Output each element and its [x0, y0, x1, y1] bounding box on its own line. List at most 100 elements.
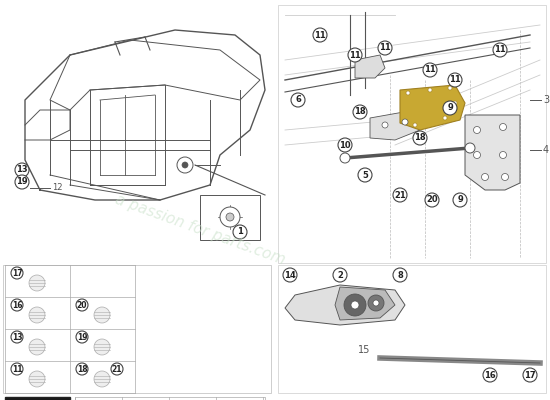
Circle shape [358, 168, 372, 182]
Circle shape [182, 162, 188, 168]
Circle shape [338, 138, 352, 152]
Circle shape [220, 207, 240, 227]
Circle shape [499, 152, 507, 158]
Circle shape [348, 48, 362, 62]
Text: 4: 4 [543, 145, 549, 155]
Text: 18: 18 [354, 108, 366, 116]
Text: 15: 15 [358, 345, 370, 355]
Circle shape [11, 299, 23, 311]
Circle shape [283, 268, 297, 282]
Text: 16: 16 [484, 370, 496, 380]
Circle shape [76, 363, 88, 375]
Text: 21: 21 [112, 364, 122, 374]
Circle shape [493, 43, 507, 57]
Circle shape [76, 299, 88, 311]
Circle shape [94, 339, 110, 355]
Circle shape [94, 371, 110, 387]
Circle shape [474, 152, 481, 158]
Circle shape [313, 28, 327, 42]
Text: 9: 9 [457, 196, 463, 204]
Circle shape [453, 101, 457, 105]
Bar [75, 397, 265, 400]
Polygon shape [400, 85, 465, 130]
Circle shape [474, 126, 481, 134]
Circle shape [29, 371, 45, 387]
Circle shape [502, 174, 509, 180]
Text: 5: 5 [362, 170, 368, 180]
Bar [200, 195, 260, 240]
Text: 19: 19 [77, 332, 87, 342]
Circle shape [111, 363, 123, 375]
Text: 9: 9 [447, 104, 453, 112]
Circle shape [373, 300, 379, 306]
Polygon shape [285, 285, 405, 325]
Text: 10: 10 [339, 140, 351, 150]
Text: 1: 1 [237, 228, 243, 236]
Text: 12: 12 [52, 184, 63, 192]
Polygon shape [355, 55, 385, 78]
Circle shape [177, 157, 193, 173]
Bar [3, 265, 271, 393]
Circle shape [11, 363, 23, 375]
Circle shape [15, 163, 29, 177]
Circle shape [291, 93, 305, 107]
Circle shape [428, 88, 432, 92]
Circle shape [393, 188, 407, 202]
Circle shape [340, 153, 350, 163]
Circle shape [413, 123, 417, 127]
Bar [278, 265, 546, 393]
Circle shape [226, 213, 234, 221]
Circle shape [481, 174, 488, 180]
Circle shape [443, 116, 447, 120]
Circle shape [15, 175, 29, 189]
Text: 8: 8 [397, 270, 403, 280]
Text: 20: 20 [426, 196, 438, 204]
Text: 11: 11 [314, 30, 326, 40]
Text: 13: 13 [16, 166, 28, 174]
Text: 16: 16 [12, 300, 22, 310]
Polygon shape [335, 287, 395, 320]
Text: 6: 6 [295, 96, 301, 104]
Bar [278, 5, 546, 263]
Text: 11: 11 [349, 50, 361, 60]
Circle shape [76, 331, 88, 343]
Circle shape [402, 119, 408, 125]
Text: 2: 2 [337, 270, 343, 280]
Text: 20: 20 [77, 300, 87, 310]
Polygon shape [370, 110, 420, 140]
Text: 18: 18 [76, 364, 87, 374]
Circle shape [483, 368, 497, 382]
Circle shape [351, 301, 359, 309]
Circle shape [353, 105, 367, 119]
Circle shape [413, 131, 427, 145]
Circle shape [29, 275, 45, 291]
Circle shape [378, 41, 392, 55]
Circle shape [406, 91, 410, 95]
Text: 11: 11 [449, 76, 461, 84]
Circle shape [423, 63, 437, 77]
Text: a passion for parts.com: a passion for parts.com [113, 192, 287, 268]
Text: 17: 17 [12, 268, 23, 278]
Polygon shape [465, 115, 520, 190]
Text: 11: 11 [12, 364, 22, 374]
Circle shape [448, 73, 462, 87]
Text: 11: 11 [379, 44, 391, 52]
Text: 14: 14 [284, 270, 296, 280]
Circle shape [29, 307, 45, 323]
Text: 13: 13 [12, 332, 22, 342]
Text: 3: 3 [543, 95, 549, 105]
Text: 19: 19 [16, 178, 28, 186]
Circle shape [368, 295, 384, 311]
Text: 11: 11 [494, 46, 506, 54]
Circle shape [393, 268, 407, 282]
Circle shape [11, 267, 23, 279]
Circle shape [94, 307, 110, 323]
Text: 18: 18 [414, 134, 426, 142]
Circle shape [453, 193, 467, 207]
Text: 11: 11 [424, 66, 436, 74]
Circle shape [443, 101, 457, 115]
Circle shape [499, 124, 507, 130]
Text: 21: 21 [394, 190, 406, 200]
Bar [5, 397, 70, 400]
Circle shape [382, 122, 388, 128]
